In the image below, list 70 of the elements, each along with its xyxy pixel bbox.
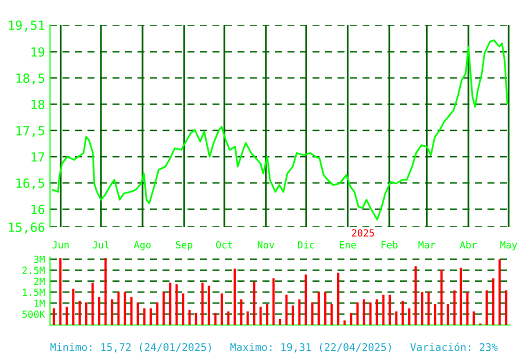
y-tick-label: 18,5 <box>16 73 44 85</box>
bar <box>330 304 333 325</box>
x-tick-label: May <box>500 241 518 250</box>
x-tick-label: Dic <box>298 240 314 248</box>
y-tick-label: 1.5M <box>22 288 45 296</box>
bar <box>337 272 340 325</box>
bar <box>143 308 146 325</box>
bar <box>324 292 326 325</box>
y-tick-label: 500K <box>22 310 46 318</box>
y-tick-label: 19,51 <box>9 20 44 32</box>
bar <box>486 290 488 325</box>
y-tick-label: 2M <box>34 278 45 285</box>
bar <box>466 292 468 325</box>
bar <box>234 268 236 325</box>
bar <box>162 292 165 325</box>
text: Minimo: 15,72 (24/01/2025) <box>50 342 211 352</box>
bar <box>382 294 384 325</box>
x-tick-label: Jun <box>52 241 69 248</box>
bar <box>408 308 410 325</box>
bar <box>414 266 417 325</box>
bar <box>92 282 94 325</box>
y-tick-label: 16 <box>32 204 44 214</box>
bar <box>85 302 88 325</box>
x-tick-label: Mar <box>418 241 436 248</box>
bar <box>136 302 139 325</box>
y-tick-label: 15,66 <box>9 222 44 234</box>
bar <box>156 302 158 325</box>
x-tick-label: Nov <box>258 241 274 248</box>
bar <box>78 300 81 325</box>
bar <box>318 292 320 325</box>
x-tick-label: Ene <box>340 241 356 248</box>
text: Maximo: 19,31 (22/04/2025) <box>230 342 391 352</box>
bar <box>227 311 230 325</box>
y-tick-label: 17 <box>32 152 44 162</box>
y-tick-label: 18 <box>32 100 44 110</box>
bar <box>59 258 62 325</box>
bar <box>395 311 398 325</box>
bar <box>472 311 475 325</box>
bar <box>66 306 68 325</box>
bar <box>52 308 56 325</box>
bar <box>388 294 391 325</box>
bar <box>311 302 314 325</box>
y-tick-label: 2.5M <box>22 266 45 274</box>
x-tick-label: Oct <box>216 241 232 248</box>
bar <box>176 284 178 325</box>
bar <box>421 292 424 325</box>
x-tick-label: Sep <box>176 241 192 250</box>
y-tick-label: 3M <box>34 256 45 264</box>
bar <box>72 288 74 325</box>
bar <box>246 311 249 325</box>
bar <box>150 308 152 325</box>
y-tick-label: 19 <box>32 47 44 57</box>
bar <box>240 299 242 325</box>
bar <box>402 300 404 325</box>
x-tick-label: Abr <box>460 240 477 248</box>
bar <box>253 282 256 325</box>
bar <box>498 259 501 325</box>
y-tick-label: 1M <box>34 300 45 307</box>
x-tick-label: Feb <box>382 240 398 248</box>
bar <box>220 293 223 325</box>
bar <box>492 278 494 325</box>
bar <box>304 274 307 325</box>
x-tick-label: Ago <box>134 241 151 250</box>
text: 2025 <box>352 229 374 237</box>
y-tick-label: 16,5 <box>16 178 44 190</box>
x-tick-label: Jul <box>92 240 109 248</box>
text: Variación: 23% <box>410 342 498 352</box>
bar <box>504 290 508 325</box>
bar <box>169 282 172 325</box>
y-tick-label: 17,5 <box>16 126 44 137</box>
